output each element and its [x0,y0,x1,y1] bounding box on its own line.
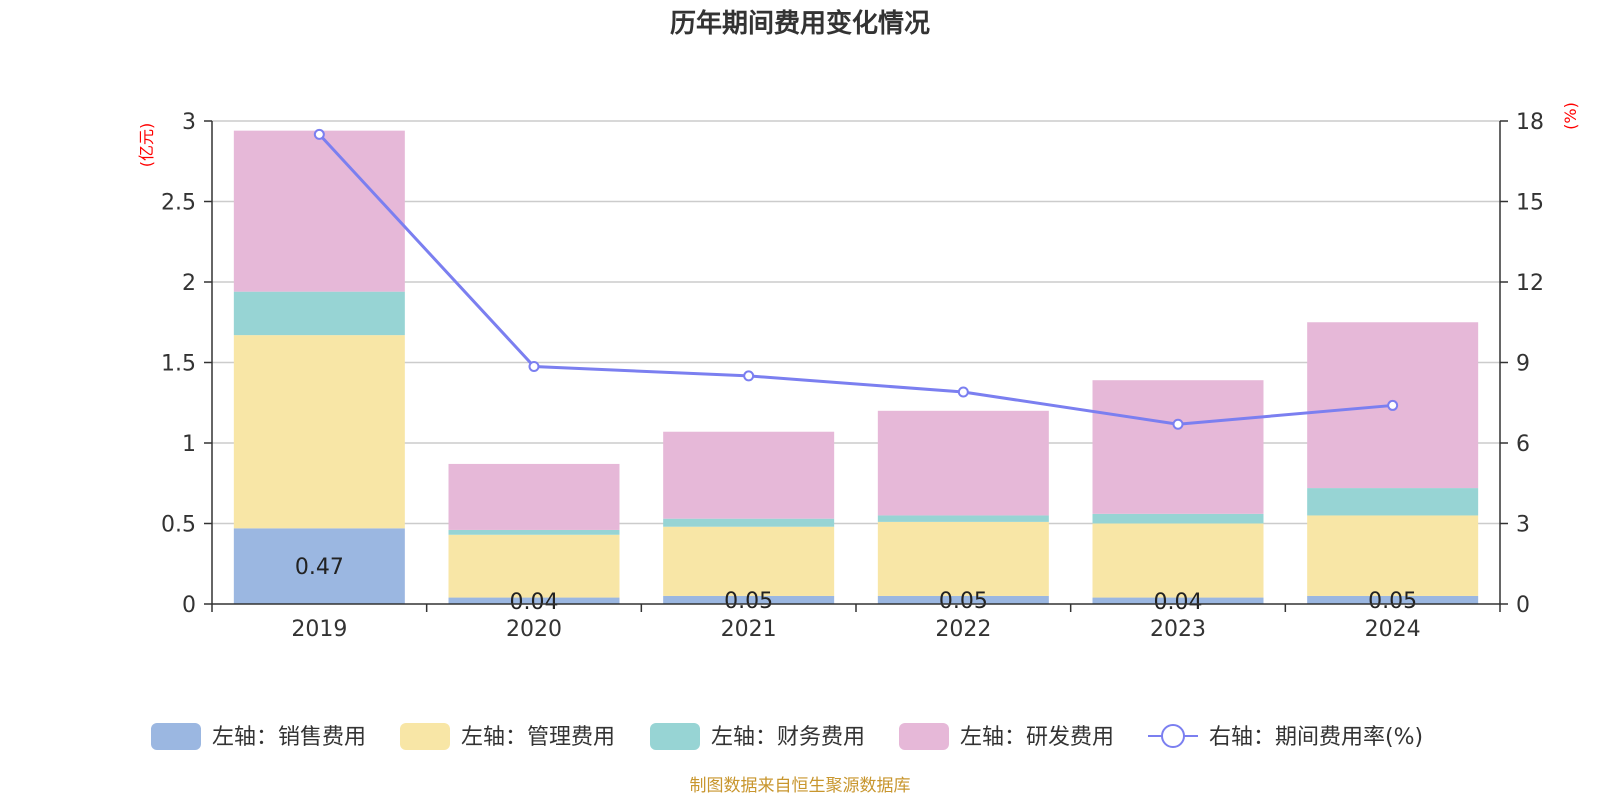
bar-segment [1092,597,1264,604]
left-tick-label: 2.5 [161,191,196,216]
chart-title: 历年期间费用变化情况 [670,8,930,39]
axes: 0 0.5 1 1.5 2 2.5 3 0 3 6 9 12 15 18 2019 2020 2021 2022 2… [161,110,1544,642]
legend: 左轴：销售费用 左轴：管理费用 左轴：财务费用 左轴：研发费用 右轴：期间费用率(%) [151,723,1423,750]
rate-point [743,370,755,382]
rate-point [957,386,969,398]
left-tick-label: 1 [182,432,196,457]
right-tick-label: 18 [1516,110,1544,135]
bar-segment [233,528,405,604]
line-series-group [313,128,1399,430]
bar-segment [233,130,405,292]
bar-segment [1092,380,1264,514]
bar-segment [233,291,405,336]
legend-marker [1161,724,1185,748]
grid-lines [212,120,1500,525]
bar-segment [877,515,1049,522]
bar-segment [663,595,835,604]
legend-label: 左轴：研发费用 [960,725,1114,750]
bar-segment [233,335,405,529]
bar-segment [1307,595,1479,604]
right-tick-label: 15 [1516,191,1544,216]
x-tick-label: 2019 [291,617,347,642]
bar-segment [877,595,1049,604]
rate-point [1387,399,1399,411]
bar-segment [1092,523,1264,598]
left-tick-label: 0 [182,593,196,618]
bar-data-label: 0.05 [939,589,988,614]
bar-series-group [233,130,1479,604]
bar-data-label: 0.05 [724,589,773,614]
legend-label: 左轴：财务费用 [711,725,865,750]
bar-segment [663,431,835,519]
rate-point [313,128,325,140]
left-tick-label: 3 [182,110,196,135]
legend-swatch [899,723,949,750]
right-tick-label: 9 [1516,352,1530,377]
left-axis-unit: (亿元) [137,123,156,168]
x-tick-label: 2024 [1365,617,1421,642]
right-tick-label: 6 [1516,432,1530,457]
legend-label: 右轴：期间费用率(%) [1209,725,1423,750]
legend-swatch [650,723,700,750]
bar-segment [663,518,835,527]
bar-data-label: 0.04 [1154,590,1203,615]
right-tick-label: 12 [1516,271,1544,296]
left-tick-label: 1.5 [161,352,196,377]
bar-segment [877,521,1049,596]
bar-data-label: 0.47 [295,555,344,580]
bar-segment [448,463,620,530]
x-tick-label: 2022 [935,617,991,642]
left-tick-label: 2 [182,271,196,296]
bar-data-label: 0.04 [510,590,559,615]
rate-line [318,133,1393,426]
rate-point [1172,418,1184,430]
bar-segment [1307,488,1479,516]
bar-segment [448,534,620,598]
left-tick-label: 0.5 [161,513,196,538]
x-tick-label: 2021 [721,617,777,642]
rate-point [528,361,540,373]
right-tick-label: 3 [1516,513,1530,538]
bar-label-group: 0.47 0.04 0.05 0.05 0.04 0.05 [295,555,1417,615]
bar-segment [448,597,620,604]
bar-segment [877,410,1049,516]
legend-swatch [400,723,450,750]
bar-segment [1307,515,1479,596]
x-tick-label: 2023 [1150,617,1206,642]
bar-segment [448,529,620,535]
bar-segment [663,526,835,596]
legend-swatch [151,723,201,750]
right-tick-label: 0 [1516,593,1530,618]
bar-segment [1092,513,1264,524]
bar-data-label: 0.05 [1368,589,1417,614]
source-note: 制图数据来自恒生聚源数据库 [690,776,911,796]
right-axis-unit: (%) [1561,102,1580,130]
legend-label: 左轴：管理费用 [461,725,615,750]
legend-label: 左轴：销售费用 [212,725,366,750]
x-tick-label: 2020 [506,617,562,642]
